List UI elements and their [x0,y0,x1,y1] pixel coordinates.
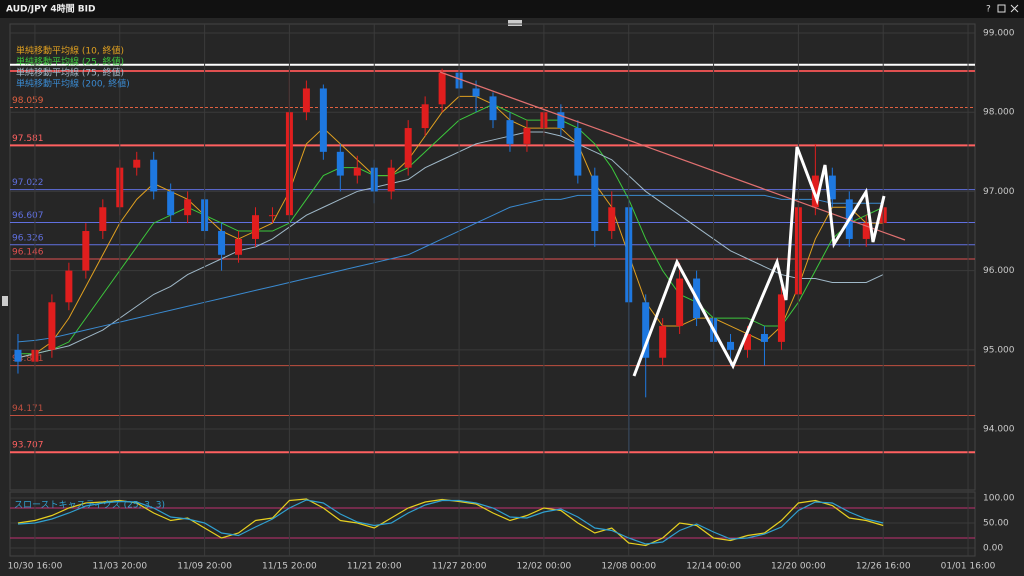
candle-body [65,270,73,303]
candle-body [218,231,226,255]
candle-body [167,191,175,216]
indicator-label: スローストキャスティクス (25, 3, 3) [14,500,165,511]
legend-entry: 単純移動平均線 (25, 終値) [16,56,124,68]
candle-body [353,167,361,176]
moving-average-line [17,131,884,359]
sub-plot-frame [9,491,976,557]
candle-body [777,294,785,342]
legend-entry: 単純移動平均線 (200, 終値) [16,78,130,90]
y-tick-label: 95.000 [983,345,1015,355]
level-label: 96.326 [12,233,44,243]
candle-body [506,120,514,144]
x-tick-label: 12/02 00:00 [517,562,572,572]
candle-body [828,175,836,200]
level-label: 96.146 [12,248,44,258]
x-tick-label: 11/03 20:00 [92,562,147,572]
y-tick-label: 100.00 [983,494,1015,504]
x-tick-label: 10/30 16:00 [8,562,63,572]
y-tick-label: 96.000 [983,266,1015,276]
candle-body [659,326,667,358]
moving-average-line [17,194,884,343]
y-tick-label: 50.00 [983,519,1009,529]
candle-body [591,175,599,232]
title-bar [0,0,1024,18]
candle-body [48,302,56,350]
candle-body [302,88,310,113]
level-label: 97.581 [12,134,44,144]
legend: 単純移動平均線 (10, 終値)単純移動平均線 (25, 終値)単純移動平均線 … [14,45,165,511]
candle-body [489,96,497,121]
level-label: 94.801 [12,354,44,364]
x-tick-label: 11/15 20:00 [262,562,317,572]
x-tick-label: 12/26 16:00 [856,562,911,572]
level-label: 94.171 [12,404,44,414]
candle-body [557,112,565,129]
y-tick-label: 98.000 [983,108,1015,118]
candle-body [150,159,158,192]
main-plot-frame [9,23,976,491]
x-tick-label: 12/14 00:00 [686,562,741,572]
close-button[interactable] [1010,4,1019,13]
level-label: 98.059 [12,96,44,106]
maximize-button[interactable] [997,4,1006,13]
help-button[interactable]: ? [986,5,991,15]
candle-body [862,223,870,239]
candle-body [642,302,650,358]
level-label: 96.607 [12,211,44,221]
level-label: 93.707 [12,441,44,451]
stochastic-line [17,499,884,545]
candle-body [421,104,429,129]
x-tick-label: 11/21 20:00 [347,562,402,572]
candle-body [268,215,276,217]
candle-body [82,231,90,271]
candle-body [608,207,616,232]
level-label: 97.022 [12,178,44,188]
zigzag-drawing [632,146,886,377]
candle-body [438,72,446,105]
x-tick-label: 12/20 00:00 [771,562,826,572]
candle-body [251,215,259,239]
candle-body [676,278,684,327]
y-tick-label: 94.000 [983,425,1015,435]
candle-body [760,333,768,342]
candle-body [574,128,582,176]
candle-body [99,207,107,232]
candle-body [404,128,412,168]
x-tick-label: 11/09 20:00 [177,562,232,572]
window-title: AUD/JPY 4時間 BID [6,3,95,15]
legend-entry: 単純移動平均線 (75, 終値) [16,67,124,79]
candle-body [743,333,751,350]
y-tick-label: 0.00 [983,544,1003,554]
candle-body [133,159,141,168]
candle-body [184,199,192,216]
y-tick-label: 99.000 [983,29,1015,39]
legend-entry: 単純移動平均線 (10, 終値) [16,45,124,57]
candle-body [727,341,735,350]
x-tick-label: 12/08 00:00 [601,562,656,572]
moving-average-line [17,103,884,355]
moving-average-line [17,95,884,359]
side-toggle[interactable] [2,296,8,306]
candle-body [14,349,22,362]
candle-body [235,238,243,255]
panel-toggle[interactable] [508,20,522,26]
candle-body [336,151,344,176]
x-tick-label: 11/27 20:00 [432,562,487,572]
y-tick-label: 97.000 [983,187,1015,197]
candle-body [472,88,480,97]
candle-body [319,88,327,152]
candle-body [523,128,531,144]
trend-line [439,71,906,241]
x-tick-label: 01/01 16:00 [941,562,996,572]
candle-body [387,167,395,192]
